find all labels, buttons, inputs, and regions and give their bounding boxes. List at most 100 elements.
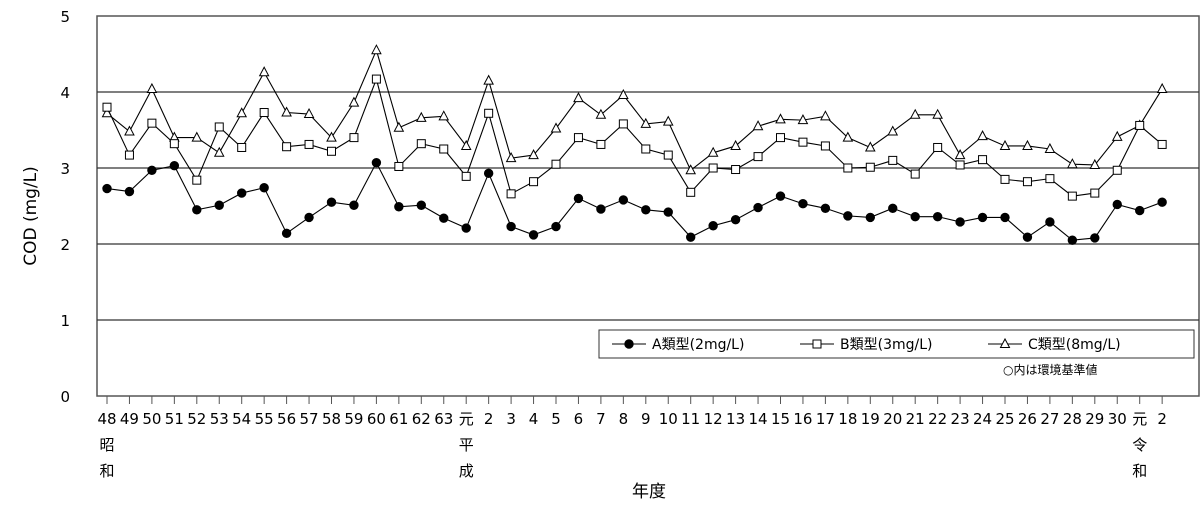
data-point [932, 211, 943, 222]
data-point [707, 146, 719, 157]
data-point [731, 165, 741, 175]
data-point [775, 113, 786, 124]
y-tick-label: 1 [60, 312, 70, 330]
data-point [349, 200, 359, 210]
data-point [1022, 177, 1032, 187]
data-point [662, 115, 674, 126]
data-point [640, 117, 652, 128]
data-point [506, 189, 516, 199]
x-tick-label: 58 [322, 410, 341, 428]
data-point [1067, 158, 1078, 169]
data-point [1045, 217, 1055, 227]
data-point [371, 74, 381, 84]
data-point [618, 195, 629, 205]
data-point [978, 155, 988, 165]
y-axis-ticks: 0 1 2 3 4 5 [60, 8, 70, 406]
x-tick-label: 8 [619, 410, 629, 428]
data-point [932, 108, 943, 119]
data-point [281, 106, 292, 117]
data-point [753, 202, 763, 213]
x-tick-label: 9 [641, 410, 651, 428]
x-tick-label: 3 [506, 410, 516, 428]
data-point [393, 121, 405, 132]
x-tick-label: 15 [771, 410, 790, 428]
data-point [505, 152, 517, 163]
data-point [237, 142, 247, 152]
legend-label: B類型(3mg/L) [840, 337, 932, 353]
data-point [977, 130, 988, 141]
data-point [551, 221, 561, 232]
x-tick-label: 4 [529, 410, 539, 428]
x-tick-label: 20 [883, 410, 902, 428]
data-point [124, 125, 135, 136]
x-tick-label: 25 [995, 410, 1014, 428]
series-group [102, 157, 1167, 245]
data-point [730, 214, 741, 225]
data-point [888, 155, 898, 165]
data-point [327, 146, 336, 156]
x-tick-label: 10 [659, 410, 678, 428]
x-tick-label: 59 [344, 410, 363, 428]
data-point [663, 207, 673, 217]
x-tick-label: 29 [1085, 410, 1104, 428]
data-point [843, 163, 853, 173]
data-point [999, 139, 1011, 150]
era-label-char: 令 [1132, 436, 1147, 454]
data-point [843, 211, 853, 221]
data-point [258, 66, 270, 77]
data-point [259, 108, 269, 118]
data-point [124, 150, 134, 160]
data-point [213, 146, 225, 157]
x-tick-label: 51 [165, 410, 184, 428]
data-point [394, 202, 404, 212]
data-point [663, 150, 673, 160]
data-point [752, 120, 764, 131]
data-series [101, 44, 1168, 245]
data-point [686, 232, 696, 242]
data-point [461, 171, 471, 181]
data-point [820, 141, 830, 151]
data-point [573, 133, 583, 143]
data-point [1157, 139, 1167, 149]
data-point [887, 125, 899, 136]
legend-box [598, 329, 1195, 359]
legend: A類型(2mg/L) B類型(3mg/L) C類型(8mg/L) [598, 329, 1195, 359]
x-tick-label: 13 [726, 410, 745, 428]
x-tick-label: 17 [816, 410, 835, 428]
x-tick-label: 11 [681, 410, 700, 428]
data-point [460, 139, 472, 150]
x-tick-label: 2 [1157, 410, 1167, 428]
data-point [999, 337, 1011, 348]
data-point [686, 187, 696, 197]
data-point [596, 139, 606, 149]
data-point [865, 162, 875, 172]
data-point [955, 160, 965, 170]
data-point [1067, 235, 1078, 245]
data-point [192, 205, 202, 215]
data-point [641, 205, 651, 215]
data-point [888, 203, 898, 213]
data-point [573, 92, 584, 103]
data-point [415, 111, 427, 122]
data-point [1089, 158, 1101, 169]
data-point [753, 152, 763, 162]
era-label-char: 昭 [99, 436, 114, 454]
x-tick-label: 49 [120, 410, 139, 428]
data-point [1112, 165, 1122, 175]
data-point [1044, 142, 1056, 153]
data-point [349, 133, 359, 143]
data-point [348, 96, 360, 107]
x-tick-label: 57 [300, 410, 319, 428]
data-point [955, 217, 965, 227]
legend-label: C類型(8mg/L) [1028, 337, 1121, 353]
data-point [169, 139, 179, 149]
data-point [776, 133, 785, 143]
x-tick-label: 63 [434, 410, 453, 428]
data-point [439, 144, 449, 154]
data-point [977, 212, 988, 223]
data-point [1045, 174, 1055, 184]
data-point [1112, 199, 1122, 210]
data-point [708, 163, 718, 173]
era-label-char: 平 [459, 436, 474, 454]
